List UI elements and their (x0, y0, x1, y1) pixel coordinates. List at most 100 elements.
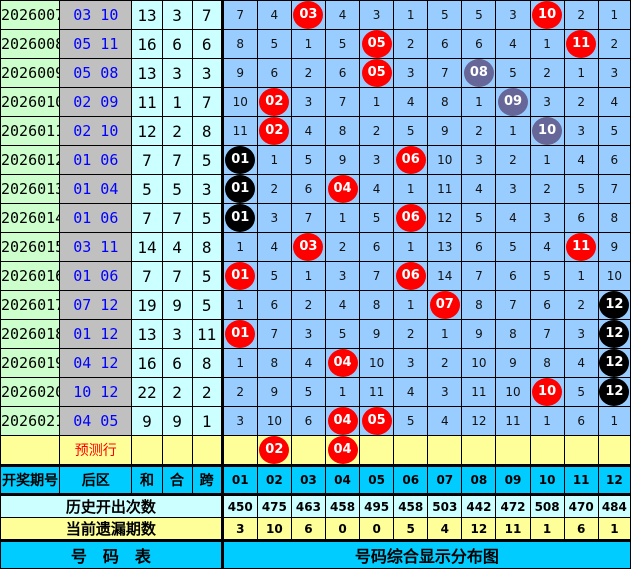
number-cell: 1 (324, 377, 361, 407)
number-cell: 8 (495, 319, 531, 349)
ball-red: 07 (429, 291, 460, 319)
ball-red: 11 (566, 233, 597, 261)
header-kua: 跨 (191, 464, 223, 496)
period-cell: 2026017 (0, 290, 61, 320)
header-number: 04 (324, 464, 361, 496)
history-count: 484 (597, 494, 631, 518)
number-cell: 11 (220, 116, 258, 146)
number-cell: 9 (359, 319, 395, 349)
table-row: 2026019 04 12 16 6 8 1 8 4 04 10 3 2 10 9 8 4 12 (0, 348, 631, 378)
number-cell: 1 (597, 0, 631, 30)
he-cell: 7 (161, 145, 193, 175)
table-row: 2026016 01 06 7 7 5 01 5 1 3 7 06 14 7 6 5 1 10 (0, 261, 631, 291)
number-cell: 4 (393, 377, 429, 407)
number-cell: 1 (393, 232, 429, 262)
number-cell: 01 (220, 145, 258, 175)
number-cell: 6 (290, 174, 326, 204)
number-cell: 5 (495, 232, 531, 262)
number-cell: 10 (427, 145, 463, 175)
number-cell: 5 (324, 29, 361, 59)
header-number: 10 (529, 464, 565, 496)
kua-cell: 11 (191, 319, 223, 349)
number-cell: 3 (563, 319, 599, 349)
current-miss-row: 当前遗漏期数 3 10 6 0 0 5 4 12 11 1 6 1 (0, 517, 631, 541)
table-row: 2026017 07 12 19 9 5 1 6 2 4 8 1 07 8 7 6 2 12 (0, 290, 631, 320)
current-miss-count: 0 (359, 517, 395, 541)
ball-purple: 10 (532, 117, 563, 145)
header-number: 07 (427, 464, 463, 496)
sum-cell: 19 (131, 290, 163, 320)
ball-black: 01 (225, 146, 256, 174)
ball-red: 04 (327, 407, 358, 435)
history-count: 472 (495, 494, 531, 518)
number-cell: 2 (563, 290, 599, 320)
number-cell (597, 435, 631, 466)
ball-red: 05 (361, 59, 392, 87)
sum-cell: 14 (131, 232, 163, 262)
back-numbers-cell: 02 09 (59, 87, 133, 117)
period-cell: 2026016 (0, 261, 61, 291)
number-cell: 03 (290, 232, 326, 262)
number-cell: 3 (529, 203, 565, 233)
number-cell: 7 (220, 0, 258, 30)
number-cell: 10 (359, 348, 395, 378)
number-cell: 02 (256, 116, 292, 146)
current-miss-count: 11 (495, 517, 531, 541)
number-cell: 2 (529, 174, 565, 204)
ball-black: 12 (599, 291, 630, 319)
he-cell: 2 (161, 116, 193, 146)
back-numbers-cell: 03 11 (59, 232, 133, 262)
he-cell: 6 (161, 348, 193, 378)
sum-cell: 16 (131, 348, 163, 378)
number-cell: 8 (324, 116, 361, 146)
header-he: 合 (161, 464, 193, 496)
number-cell: 9 (461, 319, 497, 349)
number-cell: 4 (359, 174, 395, 204)
number-cell: 03 (290, 0, 326, 30)
number-cell: 1 (597, 406, 631, 436)
header-number: 09 (495, 464, 531, 496)
number-cell: 05 (359, 29, 395, 59)
number-cell: 5 (461, 0, 497, 30)
number-cell: 11 (563, 29, 599, 59)
number-cell: 08 (461, 58, 497, 88)
period-cell: 2026008 (0, 29, 61, 59)
current-miss-count: 1 (529, 517, 565, 541)
ball-red: 03 (293, 1, 324, 29)
number-cell: 11 (427, 174, 463, 204)
back-numbers-cell: 03 10 (59, 0, 133, 30)
table-row: 2026021 04 05 9 9 1 3 10 6 04 05 5 4 12 11 1 6 1 (0, 406, 631, 436)
ball-red: 11 (566, 30, 597, 58)
header-sum: 和 (131, 464, 163, 496)
current-miss-count: 12 (461, 517, 497, 541)
sum-cell: 11 (131, 87, 163, 117)
he-cell: 3 (161, 0, 193, 30)
number-cell: 3 (597, 58, 631, 88)
number-cell: 4 (427, 406, 463, 436)
number-cell: 2 (427, 348, 463, 378)
number-cell: 01 (220, 319, 258, 349)
he-cell: 2 (161, 377, 193, 407)
ball-red: 01 (225, 262, 256, 290)
number-cell: 7 (256, 319, 292, 349)
number-cell: 10 (529, 377, 565, 407)
number-cell (495, 435, 531, 466)
number-cell: 6 (563, 406, 599, 436)
sum-cell: 13 (131, 0, 163, 30)
number-cell: 2 (256, 174, 292, 204)
footer-right: 号码综合显示分布图 (220, 539, 631, 569)
number-cell: 2 (290, 290, 326, 320)
number-cell: 12 (597, 290, 631, 320)
current-miss-label: 当前遗漏期数 (0, 517, 223, 541)
number-cell: 6 (324, 58, 361, 88)
ball-red: 06 (395, 204, 426, 232)
number-cell: 10 (495, 377, 531, 407)
current-miss-count: 5 (393, 517, 429, 541)
number-cell: 10 (220, 87, 258, 117)
number-cell: 1 (427, 319, 463, 349)
number-cell (529, 435, 565, 466)
number-cell: 2 (597, 29, 631, 59)
number-cell: 2 (495, 145, 531, 175)
header-number: 02 (256, 464, 292, 496)
column-header-row: 开奖期号 后区 和 合 跨 01 02 03 04 05 06 07 08 09 10 11 12 (0, 464, 631, 496)
